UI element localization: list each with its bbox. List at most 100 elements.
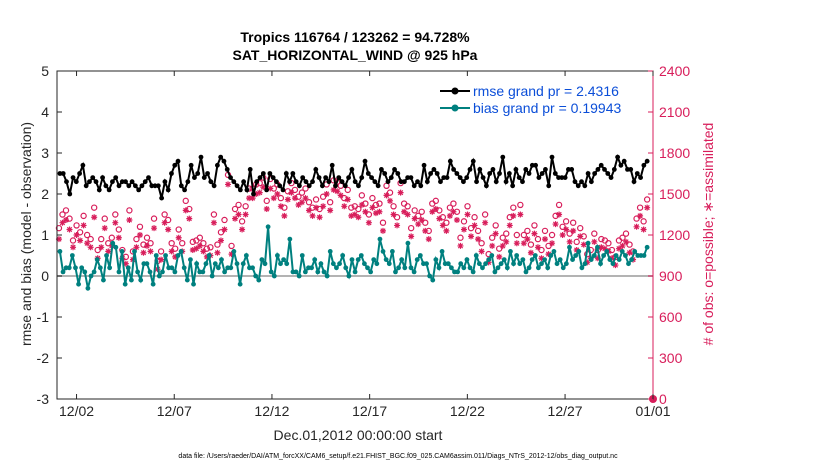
bias-point bbox=[632, 249, 638, 254]
bias-point bbox=[153, 253, 159, 258]
obs-assimilated-point bbox=[541, 236, 548, 243]
bias-point bbox=[253, 273, 259, 279]
obs-assimilated-point bbox=[267, 185, 274, 192]
bias-point bbox=[66, 265, 72, 271]
obs-assimilated-point bbox=[432, 206, 439, 213]
rmse-point bbox=[372, 179, 378, 185]
obs-possible-point bbox=[615, 237, 623, 244]
bias-point bbox=[259, 257, 265, 262]
rmse-point bbox=[421, 162, 427, 168]
obs-assimilated-point bbox=[527, 249, 534, 256]
obs-assimilated-point bbox=[376, 208, 383, 215]
obs-assimilated-point bbox=[633, 223, 640, 230]
obs-assimilated-point bbox=[387, 197, 394, 204]
bias-point bbox=[184, 277, 190, 283]
obs-possible-point bbox=[591, 230, 598, 237]
rmse-point bbox=[247, 167, 253, 172]
obs-assimilated-point bbox=[485, 259, 492, 266]
rmse-point bbox=[490, 167, 496, 172]
bias-point bbox=[464, 257, 470, 262]
obs-possible-point bbox=[150, 215, 158, 222]
rmse-point bbox=[192, 175, 197, 181]
bias-point bbox=[377, 236, 383, 242]
legend-bias-label: bias grand pr = 0.19943 bbox=[473, 100, 621, 116]
rmse-point bbox=[106, 187, 112, 193]
obs-assimilated-point bbox=[182, 207, 189, 214]
obs-assimilated-point bbox=[348, 212, 355, 219]
obs-possible-point bbox=[626, 241, 633, 248]
obs-possible-point bbox=[175, 226, 182, 233]
rmse-point bbox=[585, 171, 591, 176]
bias-point bbox=[613, 253, 619, 258]
obs-possible-point bbox=[291, 186, 299, 194]
rmse-point bbox=[411, 183, 417, 189]
obs-assimilated-point bbox=[584, 259, 591, 266]
bias-point bbox=[598, 261, 603, 267]
y-right-tick-label: 600 bbox=[659, 309, 683, 325]
rmse-point bbox=[73, 179, 79, 185]
bias-point bbox=[287, 236, 293, 242]
obs-assimilated-point bbox=[80, 222, 87, 229]
obs-possible-point bbox=[55, 224, 63, 232]
bias-point bbox=[234, 261, 240, 267]
obs-possible-point bbox=[210, 211, 218, 218]
bias-point bbox=[334, 265, 339, 271]
obs-assimilated-point bbox=[306, 207, 313, 214]
rmse-point bbox=[592, 171, 598, 176]
rmse-point bbox=[264, 187, 270, 193]
bias-point bbox=[181, 265, 187, 271]
obs-possible-point bbox=[496, 245, 503, 252]
rmse-point bbox=[208, 179, 214, 185]
bias-point bbox=[125, 265, 131, 271]
bias-point bbox=[281, 257, 287, 262]
rmse-point bbox=[113, 175, 119, 181]
bias-point bbox=[110, 240, 116, 246]
rmse-point bbox=[552, 171, 558, 176]
rmse-point bbox=[201, 175, 207, 181]
rmse-point bbox=[241, 179, 247, 185]
obs-assimilated-point bbox=[288, 189, 295, 196]
bias-point bbox=[212, 261, 218, 267]
data-file-footer: data file: /Users/raeder/DAI/ATM_forcXX/… bbox=[178, 453, 618, 460]
rmse-point bbox=[447, 158, 453, 164]
obs-assimilated-point bbox=[73, 232, 80, 238]
obs-possible-point bbox=[143, 234, 151, 241]
obs-possible-point bbox=[499, 234, 506, 241]
rmse-point bbox=[431, 167, 437, 172]
obs-assimilated-point bbox=[126, 216, 133, 223]
obs-assimilated-point bbox=[232, 215, 239, 222]
obs-assimilated-point bbox=[313, 204, 320, 211]
obs-assimilated-point bbox=[570, 227, 577, 234]
bias-point bbox=[73, 265, 78, 271]
obs-assimilated-point bbox=[151, 225, 158, 232]
obs-assimilated-point bbox=[460, 226, 467, 233]
obs-possible-point bbox=[87, 235, 94, 243]
bias-point bbox=[560, 265, 566, 271]
bias-point bbox=[483, 261, 488, 267]
rmse-point bbox=[356, 183, 361, 189]
obs-assimilated-point bbox=[531, 230, 538, 237]
bias-point bbox=[302, 269, 308, 275]
obs-assimilated-point bbox=[612, 262, 619, 269]
rmse-point bbox=[123, 179, 128, 185]
obs-assimilated-point bbox=[496, 253, 503, 260]
rmse-point bbox=[198, 154, 204, 160]
bias-point bbox=[455, 269, 461, 275]
bias-point bbox=[386, 261, 392, 267]
obs-assimilated-point bbox=[577, 233, 584, 240]
obs-possible-point bbox=[179, 239, 186, 247]
obs-possible-point bbox=[101, 215, 108, 222]
bias-point bbox=[449, 265, 454, 271]
rmse-point bbox=[556, 175, 561, 181]
rmse-point bbox=[290, 171, 296, 176]
obs-assimilated-point bbox=[210, 219, 217, 226]
y-tick-label: -2 bbox=[37, 350, 50, 366]
obs-assimilated-point bbox=[87, 244, 94, 251]
rmse-point bbox=[608, 175, 614, 181]
rmse-point bbox=[401, 179, 407, 185]
obs-possible-point bbox=[242, 203, 249, 210]
obs-assimilated-point bbox=[443, 227, 450, 234]
obs-assimilated-point bbox=[70, 244, 77, 251]
obs-assimilated-point bbox=[168, 248, 175, 255]
bias-point bbox=[610, 261, 616, 267]
